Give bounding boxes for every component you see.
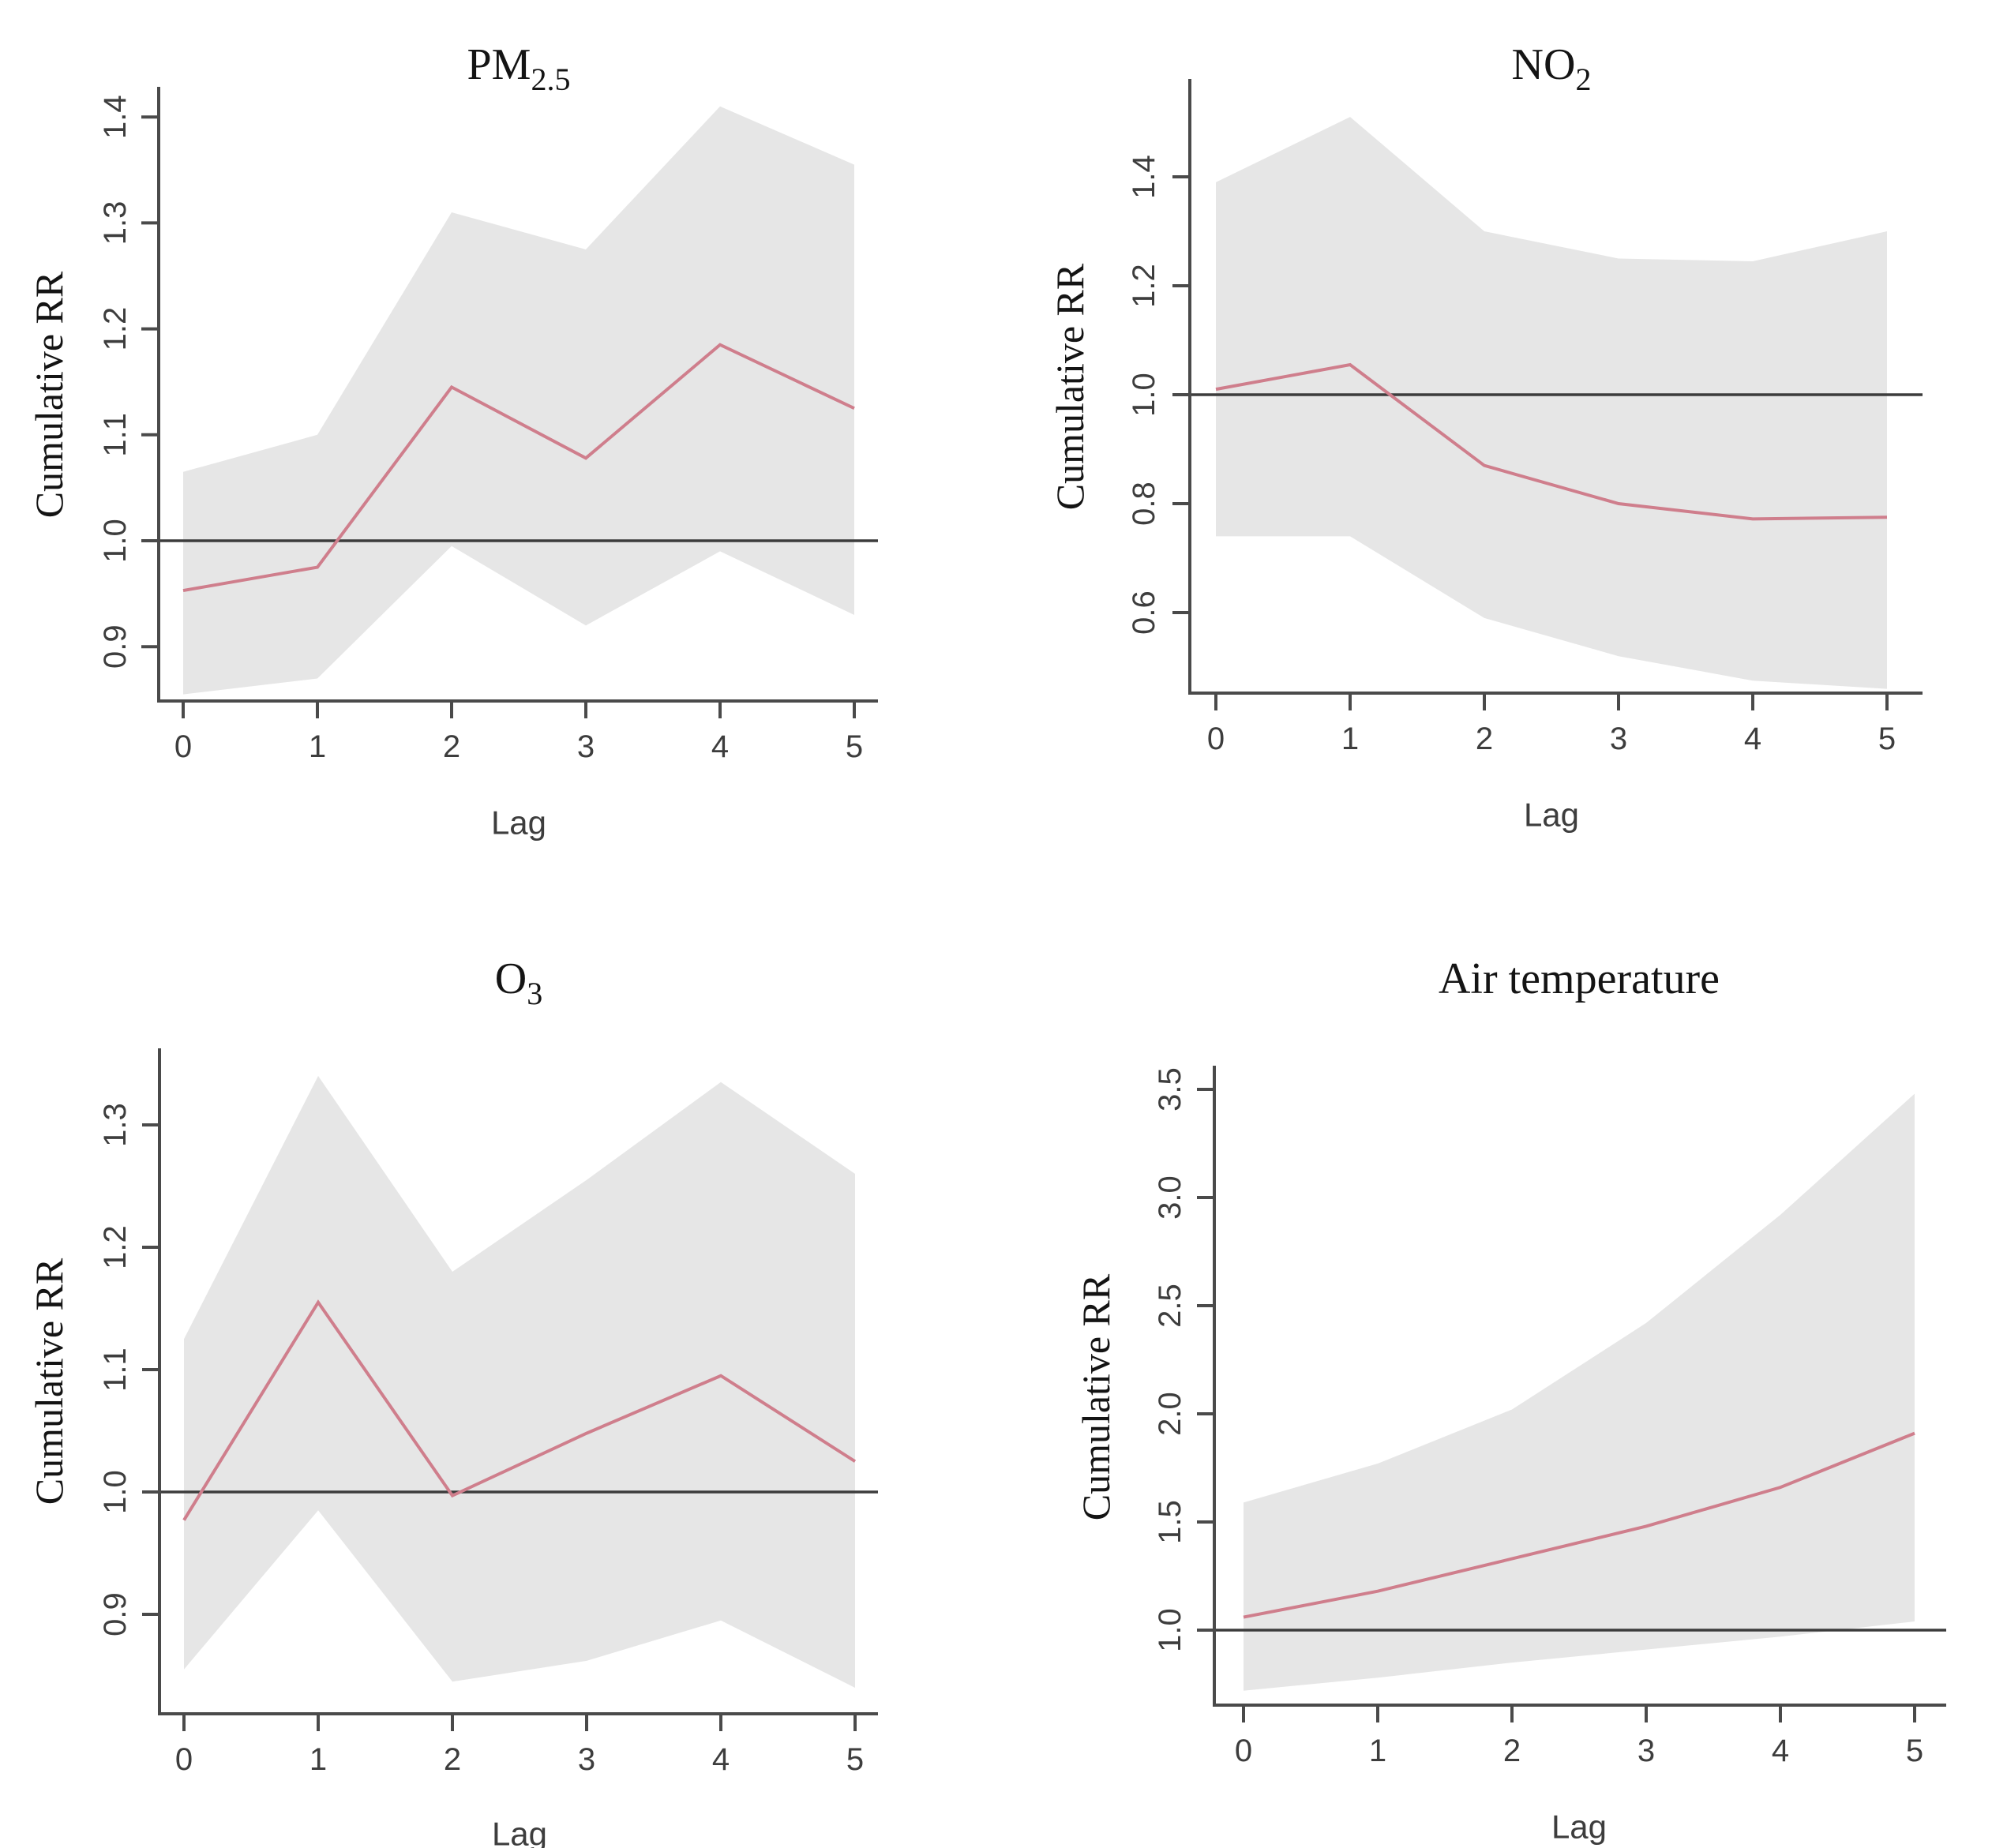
x-tick-label: 3 xyxy=(577,729,595,764)
pm25-chart: 0.9 1.0 1.1 1.2 1.3 1.4 0 1 2 3 4 5 Lag Cumulative RR… xyxy=(27,40,878,842)
y-tick-label: 1.3 xyxy=(98,201,133,246)
axes xyxy=(1188,79,1923,695)
y-tick-label: 1.2 xyxy=(98,1225,133,1269)
y-tick-label: 3.5 xyxy=(1153,1067,1187,1111)
y-tick-label: 0.9 xyxy=(98,624,133,669)
o3-chart: 0.9 1.0 1.1 1.2 1.3 0 1 2 3 4 5 Lag Cumulative RR O3 xyxy=(27,954,878,1848)
x-tick-label: 0 xyxy=(1235,1734,1252,1768)
no2-chart: 0.6 0.8 1.0 1.2 1.4 0 1 2 3 4 5 Lag Cumulative RR NO2 xyxy=(1048,40,1923,834)
x-tick-label: 0 xyxy=(1207,722,1225,756)
x-tick-label: 0 xyxy=(174,729,192,764)
panel-o3: 0.9 1.0 1.1 1.2 1.3 0 1 2 3 4 5 Lag Cumulative RR O3 xyxy=(0,924,995,1848)
air-temperature-chart: 1.0 1.5 2.0 2.5 3.0 3.5 0 1 2 3 4 5 Lag Cumulative RR… xyxy=(1074,954,1946,1846)
y-tick-label: 1.5 xyxy=(1153,1500,1187,1544)
panel-title: Air temperature xyxy=(1439,954,1720,1003)
x-tick-label: 2 xyxy=(1503,1734,1521,1768)
x-tick-label: 4 xyxy=(1772,1734,1789,1768)
axes xyxy=(157,87,878,703)
axes xyxy=(1213,1066,1946,1707)
x-tick-label: 5 xyxy=(1906,1734,1923,1768)
rr-line xyxy=(182,1299,857,1521)
confidence-band xyxy=(184,1076,855,1688)
y-tick-label: 0.8 xyxy=(1127,482,1161,526)
y-tick-label: 1.2 xyxy=(98,307,133,351)
x-tick-label: 2 xyxy=(444,1742,461,1777)
y-tick-label: 0.6 xyxy=(1127,590,1161,635)
y-tick-label: 1.0 xyxy=(1127,373,1161,417)
y-tick-label: 3.0 xyxy=(1153,1175,1187,1220)
panel-title: NO2 xyxy=(1512,40,1592,97)
y-axis-label: Cumulative RR xyxy=(1048,263,1092,510)
rr-line xyxy=(182,343,855,593)
y-tick-label: 0.9 xyxy=(98,1592,133,1636)
y-axis-label: Cumulative RR xyxy=(27,271,71,518)
rr-line xyxy=(1215,362,1888,521)
y-tick-label: 1.3 xyxy=(98,1103,133,1147)
panel-title: O3 xyxy=(495,954,542,1011)
x-tick-label: 1 xyxy=(309,729,326,764)
x-tick-label: 2 xyxy=(1476,722,1493,756)
x-tick-label: 0 xyxy=(175,1742,193,1777)
y-tick-label: 1.0 xyxy=(1153,1608,1187,1652)
y-tick-label: 1.1 xyxy=(98,1348,133,1392)
x-tick-label: 1 xyxy=(309,1742,327,1777)
x-tick-label: 4 xyxy=(712,1742,730,1777)
panel-no2: 0.6 0.8 1.0 1.2 1.4 0 1 2 3 4 5 Lag Cumulative RR NO2 xyxy=(995,0,1992,924)
y-tick-label: 1.4 xyxy=(98,95,133,139)
x-tick-label: 3 xyxy=(1637,1734,1655,1768)
y-tick-label: 2.0 xyxy=(1153,1392,1187,1436)
x-axis-label: Lag xyxy=(1551,1809,1607,1846)
x-tick-label: 5 xyxy=(846,729,863,764)
rr-line xyxy=(1243,1431,1915,1619)
x-tick-label: 2 xyxy=(443,729,460,764)
y-tick-label: 1.2 xyxy=(1127,264,1161,308)
y-tick-label: 2.5 xyxy=(1153,1284,1187,1328)
confidence-band xyxy=(1216,117,1887,689)
x-axis-label: Lag xyxy=(492,1816,547,1848)
axes xyxy=(158,1048,878,1715)
confidence-band xyxy=(183,106,854,695)
panel-air-temperature: 1.0 1.5 2.0 2.5 3.0 3.5 0 1 2 3 4 5 Lag Cumulative RR… xyxy=(995,924,1992,1848)
x-tick-label: 3 xyxy=(1610,722,1627,756)
y-tick-label: 1.1 xyxy=(98,413,133,457)
panel-pm25: 0.9 1.0 1.1 1.2 1.3 1.4 0 1 2 3 4 5 Lag Cumulative RR… xyxy=(0,0,995,924)
x-tick-label: 4 xyxy=(1744,722,1761,756)
y-axis-label: Cumulative RR xyxy=(1074,1273,1118,1520)
y-tick-label: 1.4 xyxy=(1127,155,1161,199)
x-tick-label: 1 xyxy=(1341,722,1359,756)
y-axis-label: Cumulative RR xyxy=(27,1258,71,1505)
x-axis-label: Lag xyxy=(1524,797,1579,834)
x-tick-label: 4 xyxy=(711,729,729,764)
x-tick-label: 5 xyxy=(846,1742,864,1777)
x-tick-label: 3 xyxy=(578,1742,595,1777)
x-tick-label: 5 xyxy=(1878,722,1896,756)
x-axis-label: Lag xyxy=(491,804,546,842)
y-tick-label: 1.0 xyxy=(98,519,133,563)
confidence-band xyxy=(1244,1093,1915,1691)
y-tick-label: 1.0 xyxy=(98,1470,133,1514)
panel-title: PM2.5 xyxy=(467,40,571,97)
x-tick-label: 1 xyxy=(1369,1734,1386,1768)
